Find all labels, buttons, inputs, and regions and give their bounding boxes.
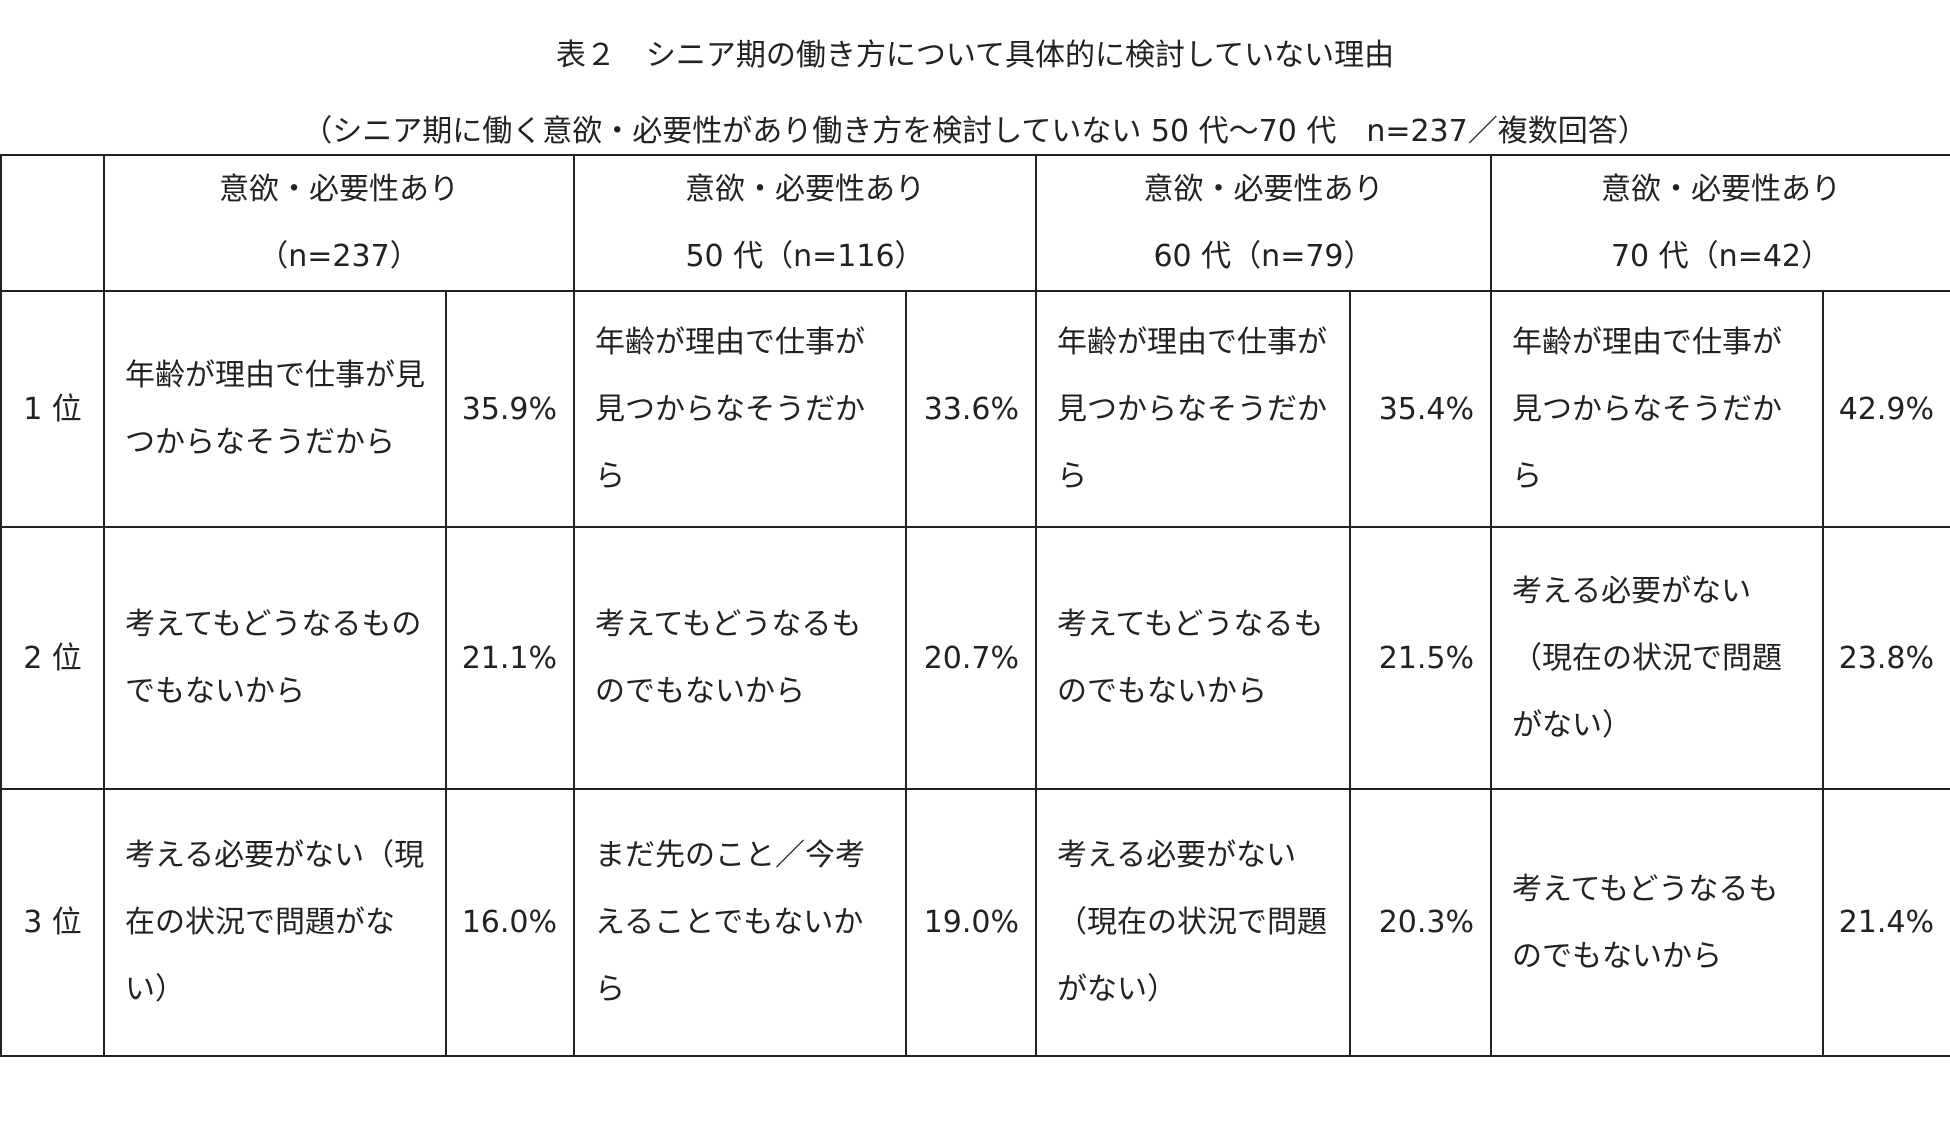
reason-cell: 考える必要がない（現在の状況で問題がない）: [1490, 526, 1824, 790]
reason-cell: 年齢が理由で仕事が見つからなそうだから: [103, 290, 447, 528]
reason-cell: 年齢が理由で仕事が見つからなそうだから: [1490, 290, 1824, 528]
subtitle: （シニア期に働く意欲・必要性があり働き方を検討していない 50 代～70 代 n…: [302, 114, 1648, 149]
percent-cell: 21.4%: [1822, 788, 1950, 1057]
percent-cell: 35.4%: [1349, 290, 1492, 528]
header-cell: 意欲・必要性あり 70 代（n=42）: [1490, 154, 1950, 292]
table: 意欲・必要性あり （n=237） 意欲・必要性あり 50 代（n=116） 意欲・必要性…: [0, 154, 1950, 1057]
percent-cell: 23.8%: [1822, 526, 1950, 790]
reason-cell: 考えてもどうなるものでもないから: [1035, 526, 1351, 790]
rank-cell: 1 位: [0, 290, 105, 528]
body-row: 2 位考えてもどうなるものでもないから 21.1% 考えてもどうなるものでもないから…: [0, 526, 1950, 790]
header-cell: 意欲・必要性あり 50 代（n=116）: [573, 154, 1037, 292]
reason-cell: 考えてもどうなるものでもないから: [103, 526, 447, 790]
body-row: 3 位考える必要がない（現在の状況で問題がない） 16.0% まだ先のこと／今考える…: [0, 788, 1950, 1057]
reason-cell: 年齢が理由で仕事が見つからなそうだから: [1035, 290, 1351, 528]
header-line: 意欲・必要性あり: [219, 172, 459, 207]
title: 表２ シニア期の働き方について具体的に検討していない理由: [555, 38, 1395, 73]
percent-cell: 35.9%: [445, 290, 575, 528]
header-line: 意欲・必要性あり: [1143, 172, 1384, 207]
header-line: 意欲・必要性あり: [1601, 172, 1841, 207]
reason-cell: 考えてもどうなるものでもないから: [573, 526, 907, 790]
percent-cell: 21.5%: [1349, 526, 1492, 790]
reason-cell: まだ先のこと／今考えることでもないから: [573, 788, 907, 1057]
percent-cell: 42.9%: [1822, 290, 1950, 528]
percent-cell: 20.7%: [905, 526, 1037, 790]
body-row: 1 位年齢が理由で仕事が見つからなそうだから 35.9% 年齢が理由で仕事が見つから…: [0, 290, 1950, 528]
reason-cell: 考えてもどうなるものでもないから: [1490, 788, 1824, 1057]
percent-cell: 33.6%: [905, 290, 1037, 528]
reason-cell: 考える必要がない（現在の状況で問題がない）: [1035, 788, 1351, 1057]
percent-cell: 21.1%: [445, 526, 575, 790]
header-line: 意欲・必要性あり: [685, 172, 925, 207]
reason-cell: 年齢が理由で仕事が見つからなそうだから: [573, 290, 907, 528]
percent-cell: 16.0%: [445, 788, 575, 1057]
reason-cell: 考える必要がない（現在の状況で問題がない）: [103, 788, 447, 1057]
rank-cell: 2 位: [0, 526, 105, 790]
header-line: （n=237）: [258, 239, 420, 274]
header-line: 60 代（n=79）: [1153, 239, 1374, 274]
header-cell: 意欲・必要性あり 60 代（n=79）: [1035, 154, 1492, 292]
header-corner: [0, 154, 105, 292]
rank-cell: 3 位: [0, 788, 105, 1057]
header-line: 50 代（n=116）: [685, 239, 925, 274]
percent-cell: 20.3%: [1349, 788, 1492, 1057]
header-row: 意欲・必要性あり （n=237） 意欲・必要性あり 50 代（n=116） 意欲・必要性…: [0, 154, 1950, 292]
percent-cell: 19.0%: [905, 788, 1037, 1057]
header-line: 70 代（n=42）: [1610, 239, 1832, 274]
header-cell: 意欲・必要性あり （n=237）: [103, 154, 575, 292]
